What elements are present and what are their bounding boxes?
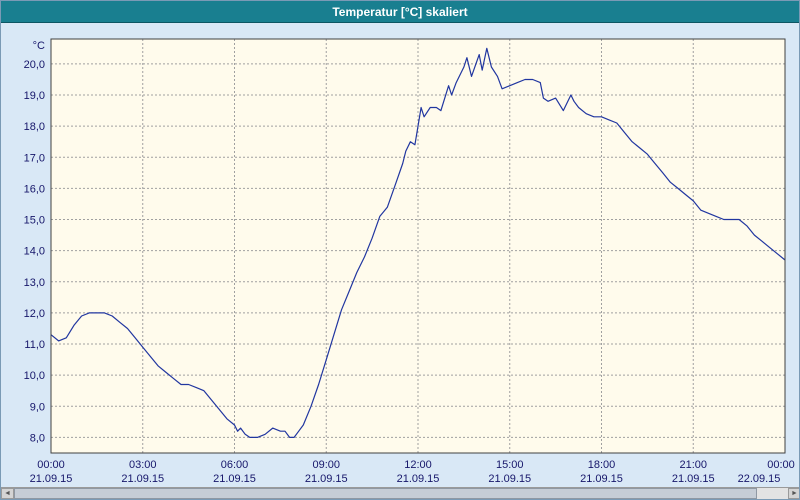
x-tick-time-label: 00:00 — [767, 459, 795, 471]
temperature-chart: °C 8,0 9,0 10,0 11,0 12,0 13,0 14,0 15,0 16,0 17,0… — [24, 38, 795, 485]
y-tick-label: 13,0 — [24, 277, 45, 289]
x-tick-date-label: 21.09.15 — [30, 473, 73, 485]
y-tick-label: 8,0 — [30, 432, 45, 444]
y-axis-unit-label: °C — [33, 40, 45, 52]
x-tick-date-label: 21.09.15 — [672, 473, 715, 485]
x-tick-date-label: 21.09.15 — [488, 473, 531, 485]
chart-title-bar: Temperatur [°C] skaliert — [1, 1, 799, 23]
x-tick-time-label: 00:00 — [37, 459, 65, 471]
y-tick-label: 9,0 — [30, 401, 45, 413]
y-tick-label: 18,0 — [24, 121, 45, 133]
x-tick-time-label: 18:00 — [588, 459, 616, 471]
x-tick-time-label: 21:00 — [679, 459, 707, 471]
plot-interaction-area[interactable] — [51, 39, 785, 453]
chart-title: Temperatur [°C] skaliert — [332, 4, 468, 19]
x-tick-date-label: 21.09.15 — [305, 473, 348, 485]
scrollbar-thumb[interactable] — [14, 488, 758, 499]
y-tick-label: 15,0 — [24, 215, 45, 227]
x-tick-time-label: 12:00 — [404, 459, 432, 471]
scroll-left-icon[interactable]: ◄ — [1, 488, 14, 499]
y-tick-label: 11,0 — [24, 339, 45, 351]
x-tick-time-label: 15:00 — [496, 459, 524, 471]
horizontal-scrollbar[interactable]: ◄ ► — [1, 487, 799, 499]
x-tick-date-label: 21.09.15 — [213, 473, 256, 485]
y-tick-label: 20,0 — [24, 59, 45, 71]
chart-area: °C 8,0 9,0 10,0 11,0 12,0 13,0 14,0 15,0 16,0 17,0… — [1, 23, 799, 489]
x-tick-date-label: 21.09.15 — [580, 473, 623, 485]
x-tick-date-label: 21.09.15 — [121, 473, 164, 485]
scroll-right-icon[interactable]: ► — [788, 488, 799, 499]
x-tick-date-label: 22.09.15 — [738, 473, 781, 485]
y-tick-label: 19,0 — [24, 90, 45, 102]
y-tick-label: 16,0 — [24, 183, 45, 195]
scrollbar-track[interactable] — [14, 488, 788, 499]
x-tick-time-label: 09:00 — [312, 459, 340, 471]
y-tick-label: 14,0 — [24, 246, 45, 258]
y-tick-label: 17,0 — [24, 152, 45, 164]
plot-border — [50, 38, 786, 454]
x-tick-date-label: 21.09.15 — [397, 473, 440, 485]
y-tick-label: 12,0 — [24, 308, 45, 320]
temperature-line — [50, 47, 786, 438]
x-tick-time-label: 06:00 — [221, 459, 249, 471]
y-tick-label: 10,0 — [24, 370, 45, 382]
x-tick-time-label: 03:00 — [129, 459, 157, 471]
